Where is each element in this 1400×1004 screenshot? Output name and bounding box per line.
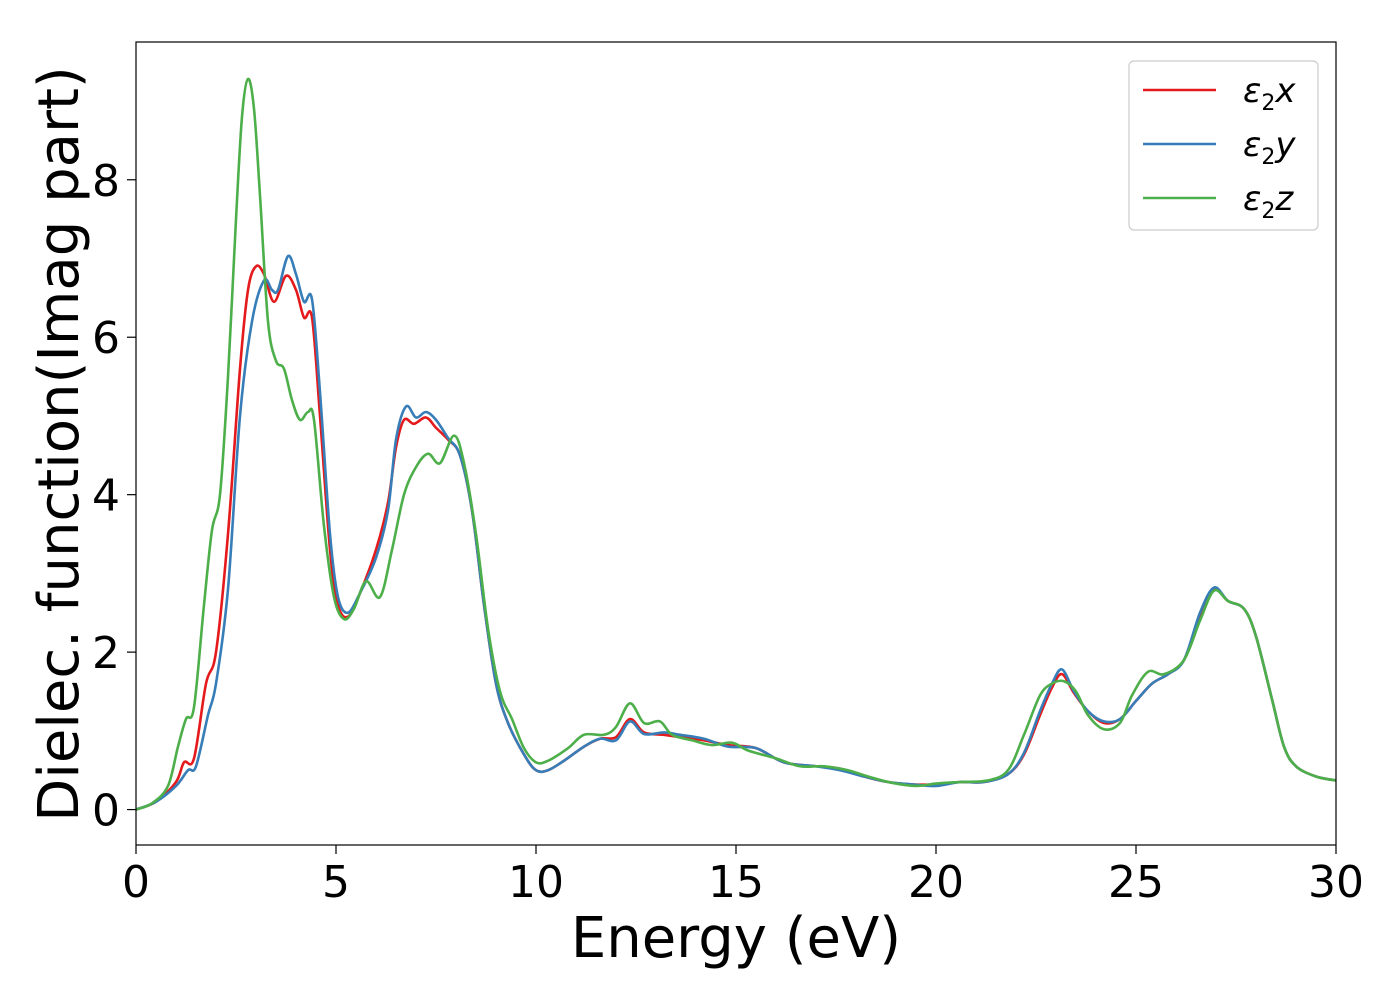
y-tick-label: 4 [92,471,120,522]
series-layer [136,77,1336,811]
y-axis-ticks: 0 2 4 6 8 [92,156,136,837]
x-tick-label: 15 [708,857,764,908]
x-tick-label: 5 [322,857,350,908]
legend-box [1128,60,1319,231]
legend: ε2x ε2y ε2z [1128,60,1319,231]
y-tick-label: 0 [92,786,120,837]
x-axis-title: Energy (eV) [571,906,901,971]
x-tick-label: 10 [508,857,564,908]
x-tick-label: 20 [908,857,964,908]
y-tick-label: 2 [92,628,120,679]
x-tick-label: 0 [122,857,150,908]
y-tick-label: 8 [92,156,120,207]
legend-label-2: ε2y [1243,125,1296,170]
legend-label-1: ε2x [1243,71,1296,116]
y-tick-label: 6 [92,313,120,364]
x-tick-label: 30 [1308,857,1364,908]
series-line-3 [136,77,1336,811]
x-axis-ticks: 0 5 10 15 20 25 30 [122,845,1364,908]
legend-label-3: ε2z [1243,179,1294,224]
x-tick-label: 25 [1108,857,1164,908]
y-axis-title: Dielec. function(Imag part) [27,66,92,822]
